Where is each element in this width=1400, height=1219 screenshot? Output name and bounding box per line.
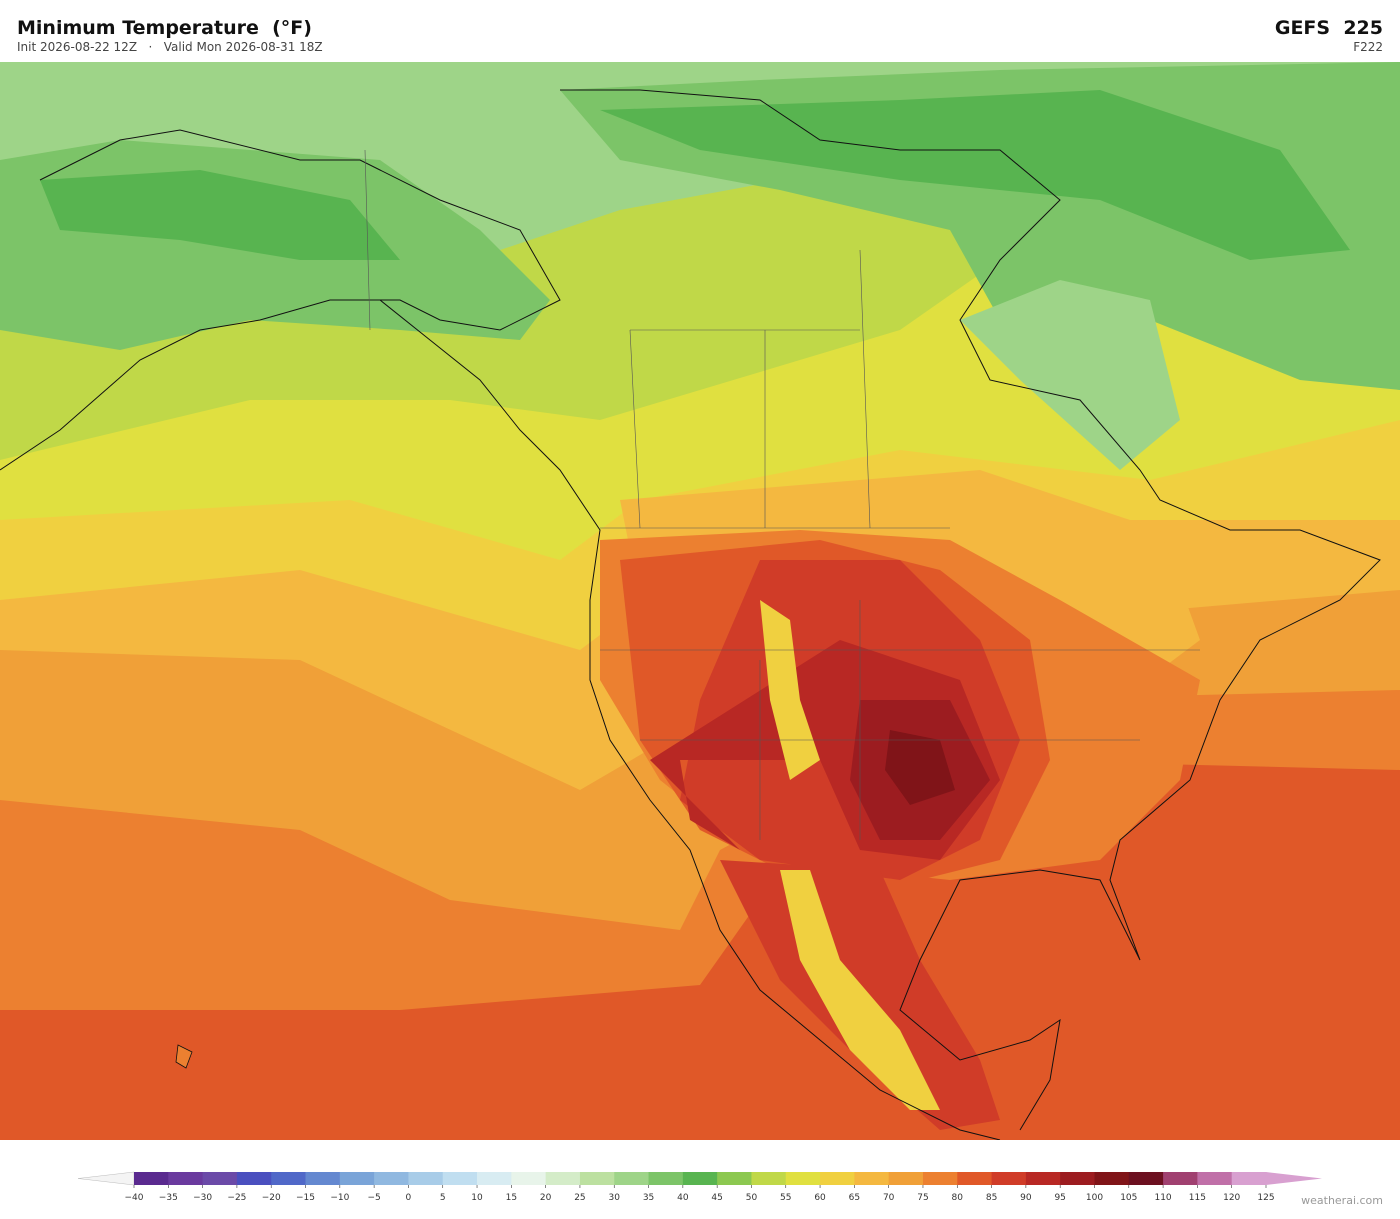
colorbar-bin xyxy=(202,1172,238,1185)
colorbar-tick-label: 45 xyxy=(711,1193,722,1203)
colorbar-bin xyxy=(854,1172,890,1185)
colorbar-bin xyxy=(408,1172,444,1185)
colorbar-bin xyxy=(682,1172,718,1185)
colorbar-tick-label: −25 xyxy=(227,1193,246,1203)
subtitle: Init 2026-08-22 12Z · Valid Mon 2026-08-… xyxy=(17,40,323,54)
colorbar-bin xyxy=(957,1172,993,1185)
title: Minimum Temperature (°F) xyxy=(17,17,312,39)
colorbar-tick-label: 65 xyxy=(849,1193,860,1203)
colorbar-tick-label: −20 xyxy=(262,1193,281,1203)
colorbar-tick-label: 60 xyxy=(814,1193,826,1203)
colorbar-bin xyxy=(305,1172,341,1185)
colorbar-bin xyxy=(236,1172,272,1185)
colorbar-bin xyxy=(1231,1172,1267,1185)
colorbar-bin xyxy=(922,1172,958,1185)
colorbar-tick-label: 120 xyxy=(1223,1193,1240,1203)
colorbar-bin xyxy=(991,1172,1027,1185)
colorbar-tick-label: −5 xyxy=(367,1193,380,1203)
colorbar-tick-label: −40 xyxy=(125,1193,144,1203)
colorbar-bin xyxy=(1128,1172,1164,1185)
colorbar-bin xyxy=(820,1172,855,1185)
model: GEFS 225 xyxy=(1275,17,1383,39)
colorbar-tick-label: 80 xyxy=(952,1193,964,1203)
colorbar-bin xyxy=(579,1172,615,1185)
colorbar-tick-label: 15 xyxy=(506,1193,517,1203)
colorbar-bin xyxy=(1163,1172,1198,1185)
colorbar-bin xyxy=(134,1172,169,1185)
watermark: weatherai.com xyxy=(1301,1194,1383,1207)
colorbar-tick-label: 110 xyxy=(1154,1193,1171,1203)
colorbar-tick-label: 40 xyxy=(677,1193,689,1203)
map xyxy=(0,62,1400,1140)
colorbar-bin xyxy=(168,1172,204,1185)
colorbar-tick-label: 20 xyxy=(540,1193,552,1203)
colorbar-bin xyxy=(339,1172,375,1185)
colorbar-bin xyxy=(888,1172,924,1185)
colorbar-bin xyxy=(374,1172,409,1185)
colorbar-tick-label: 85 xyxy=(986,1193,997,1203)
colorbar-bin xyxy=(1197,1172,1233,1185)
colorbar-bin xyxy=(1060,1172,1095,1185)
colorbar-bin xyxy=(785,1172,821,1185)
colorbar-bin xyxy=(442,1172,478,1185)
colorbar-tick-label: 50 xyxy=(746,1193,758,1203)
colorbar-bin xyxy=(511,1172,547,1185)
colorbar-bin xyxy=(717,1172,752,1185)
forecast-hour: F222 xyxy=(1353,40,1383,54)
colorbar-bin xyxy=(751,1172,787,1185)
colorbar-bin xyxy=(1094,1172,1130,1185)
colorbar: −40 −35 −30 −25 −20 −15 −10 −5 0 5 10 15 20 25 30 35 40 4… xyxy=(77,1171,1322,1203)
colorbar-bin xyxy=(545,1172,581,1185)
colorbar-tick-label: 35 xyxy=(643,1193,654,1203)
colorbar-bin xyxy=(614,1172,650,1185)
colorbar-tick-label: 75 xyxy=(917,1193,928,1203)
colorbar-tick-label: 115 xyxy=(1189,1193,1206,1203)
colorbar-tick-label: 0 xyxy=(406,1193,412,1203)
colorbar-tick-label: 30 xyxy=(609,1193,621,1203)
colorbar-tick-label: −30 xyxy=(193,1193,212,1203)
colorbar-bin xyxy=(271,1172,307,1185)
colorbar-tick-label: −35 xyxy=(159,1193,178,1203)
colorbar-tick-label: −15 xyxy=(296,1193,315,1203)
colorbar-tick-label: 10 xyxy=(471,1193,483,1203)
colorbar-tick-label: 70 xyxy=(883,1193,895,1203)
colorbar-bin xyxy=(1025,1172,1061,1185)
colorbar-over xyxy=(1266,1172,1322,1185)
colorbar-tick-label: 25 xyxy=(574,1193,585,1203)
colorbar-tick-label: 90 xyxy=(1020,1193,1032,1203)
colorbar-tick-label: 5 xyxy=(440,1193,446,1203)
colorbar-tick-label: 95 xyxy=(1054,1193,1065,1203)
colorbar-bin xyxy=(477,1172,512,1185)
colorbar-tick-label: −10 xyxy=(330,1193,349,1203)
colorbar-tick-label: 125 xyxy=(1257,1193,1274,1203)
colorbar-tick-label: 105 xyxy=(1120,1193,1137,1203)
colorbar-under xyxy=(77,1171,135,1186)
colorbar-tick-label: 55 xyxy=(780,1193,791,1203)
colorbar-bin xyxy=(648,1172,684,1185)
colorbar-tick-label: 100 xyxy=(1086,1193,1103,1203)
